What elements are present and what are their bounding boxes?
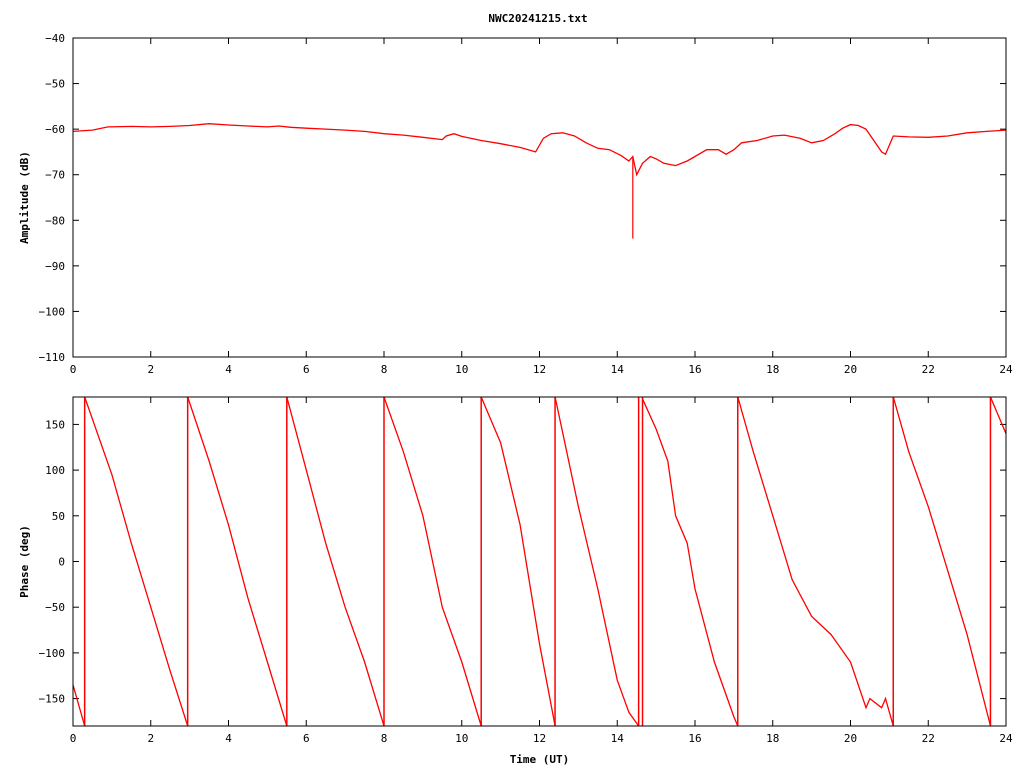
- phase-series-segment: [187, 397, 288, 726]
- x-tick-label: 10: [455, 732, 468, 745]
- y-tick-label: −70: [45, 169, 65, 182]
- phase-series-segment: [892, 397, 992, 726]
- x-tick-label: 24: [999, 732, 1013, 745]
- y-tick-label: −50: [45, 601, 65, 614]
- y-axis-label: Phase (deg): [18, 525, 31, 598]
- phase-series-segment: [554, 397, 640, 726]
- plot-area: [73, 397, 1006, 726]
- x-tick-label: 14: [611, 363, 625, 376]
- amplitude-series-line: [73, 123, 1006, 177]
- x-tick-label: 2: [147, 732, 154, 745]
- x-tick-label: 22: [922, 732, 935, 745]
- chart-title: NWC20241215.txt: [488, 12, 587, 25]
- phase-series-segment: [383, 397, 482, 726]
- y-tick-label: 0: [58, 556, 65, 569]
- x-tick-label: 18: [766, 732, 779, 745]
- x-tick-label: 22: [922, 363, 935, 376]
- phase-series-segment: [84, 397, 189, 726]
- x-tick-label: 10: [455, 363, 468, 376]
- y-tick-label: −110: [39, 351, 66, 364]
- y-tick-label: −100: [39, 647, 66, 660]
- x-tick-label: 8: [381, 732, 388, 745]
- x-tick-label: 4: [225, 363, 232, 376]
- phase-panel: 0 2 4 6 8 10 12 14 16 18 20 22 24150100500−50−100−15…: [18, 396, 1013, 766]
- y-tick-label: −80: [45, 214, 65, 227]
- phase-series-segment: [286, 397, 385, 726]
- x-tick-label: 8: [381, 363, 388, 376]
- plot-frame: [72, 396, 1007, 727]
- phase-series-segment: [737, 397, 894, 726]
- y-tick-label: −60: [45, 123, 65, 136]
- x-tick-label: 2: [147, 363, 154, 376]
- x-tick-label: 24: [999, 363, 1013, 376]
- x-tick-label: 18: [766, 363, 779, 376]
- y-tick-label: −40: [45, 32, 65, 45]
- x-axis-label: Time (UT): [510, 753, 570, 766]
- x-tick-label: 6: [303, 363, 310, 376]
- phase-series-segment: [480, 397, 556, 726]
- x-tick-label: 12: [533, 363, 546, 376]
- y-tick-label: 50: [52, 510, 65, 523]
- x-tick-label: 16: [688, 363, 701, 376]
- y-tick-label: −50: [45, 78, 65, 91]
- phase-series-segment: [73, 684, 86, 726]
- x-tick-label: 0: [70, 732, 77, 745]
- x-tick-label: 0: [70, 363, 77, 376]
- phase-series-segment: [641, 398, 739, 726]
- x-tick-label: 14: [611, 732, 625, 745]
- x-tick-label: 6: [303, 732, 310, 745]
- y-tick-label: −90: [45, 260, 65, 273]
- x-tick-label: 20: [844, 363, 857, 376]
- x-tick-label: 4: [225, 732, 232, 745]
- plot-area: [73, 123, 1006, 239]
- y-tick-label: −100: [39, 305, 66, 318]
- x-tick-label: 20: [844, 732, 857, 745]
- plot-frame: [72, 37, 1007, 358]
- y-axis-label: Amplitude (dB): [18, 151, 31, 244]
- y-tick-label: 150: [45, 418, 65, 431]
- amplitude-panel: 0 2 4 6 8 10 12 14 16 18 20 22 24−40−50−60−70−80−90−…: [18, 32, 1013, 376]
- y-tick-label: 100: [45, 464, 65, 477]
- x-tick-label: 16: [688, 732, 701, 745]
- y-tick-label: −150: [39, 693, 66, 706]
- x-tick-label: 12: [533, 732, 546, 745]
- phase-series-segment: [989, 397, 1006, 434]
